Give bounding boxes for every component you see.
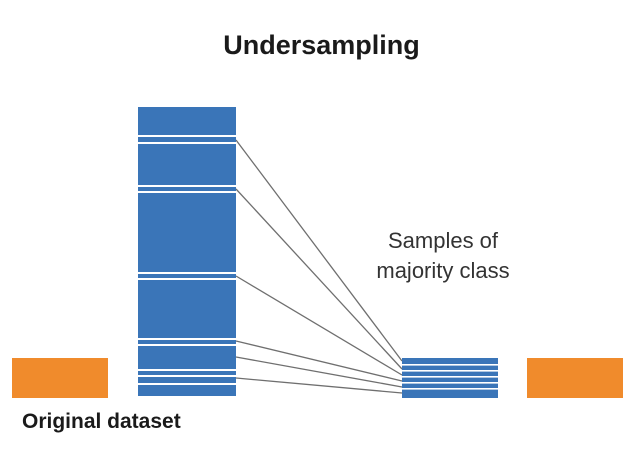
sample-divider [138, 344, 236, 346]
sample-divider [138, 185, 236, 187]
sample-divider [402, 370, 498, 372]
minority-class-block-resampled [527, 358, 623, 398]
sample-divider [138, 142, 236, 144]
undersampled-majority-stack [402, 358, 498, 398]
sample-divider [138, 278, 236, 280]
original-majority-column [138, 107, 236, 396]
connector-line [235, 356, 403, 388]
original-dataset-label: Original dataset [22, 410, 181, 433]
connector-line [235, 188, 403, 370]
sample-divider [402, 382, 498, 384]
sample-divider [138, 191, 236, 193]
sample-divider [138, 375, 236, 377]
sample-divider [138, 338, 236, 340]
diagram-title: Undersampling [223, 30, 420, 60]
sample-divider [402, 376, 498, 378]
caption-line-1: Samples of [387, 228, 499, 253]
majority-class-block [138, 107, 236, 396]
majority-class-caption: Samples of majority class [358, 226, 528, 286]
minority-class-block-original [12, 358, 108, 398]
connector-line [235, 275, 403, 376]
connector-line [235, 377, 403, 394]
connector-lines [235, 139, 403, 394]
sample-divider [402, 364, 498, 366]
sample-divider [138, 383, 236, 385]
connector-line [235, 340, 403, 382]
sample-divider [402, 388, 498, 390]
caption-line-2: majority class [376, 258, 510, 283]
sample-divider [138, 135, 236, 137]
connector-line [235, 139, 403, 362]
sample-divider [138, 272, 236, 274]
sample-divider [138, 369, 236, 371]
